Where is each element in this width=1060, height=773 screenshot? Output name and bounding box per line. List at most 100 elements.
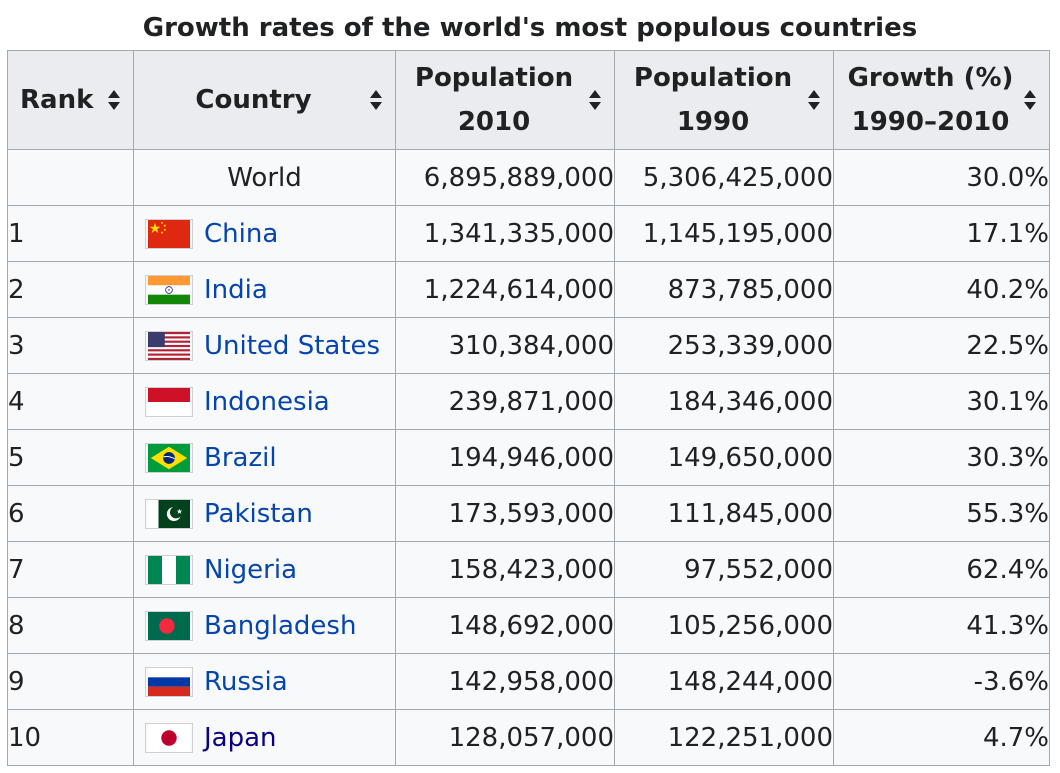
china-flag-icon xyxy=(146,219,192,248)
pop1990-cell: 5,306,425,000 xyxy=(614,149,834,206)
growth-cell: -3.6% xyxy=(833,653,1050,710)
country-cell: Nigeria xyxy=(133,541,396,598)
table-row: 2 India 1,224,614,000 873,785,000 40.2% xyxy=(7,261,1050,318)
bangladesh-flag-icon xyxy=(146,611,192,640)
pop2010-cell: 1,224,614,000 xyxy=(395,261,615,318)
world-cell: World xyxy=(133,149,396,206)
country-cell: China xyxy=(133,205,396,262)
rank-cell: 3 xyxy=(7,317,134,374)
nigeria-flag-icon xyxy=(146,555,192,584)
pop1990-cell: 111,845,000 xyxy=(614,485,834,542)
country-link[interactable]: India xyxy=(204,274,268,305)
table-row: 1 China 1,341,335,000 1,145,195,000 17.1… xyxy=(7,205,1050,262)
pop1990-cell: 1,145,195,000 xyxy=(614,205,834,262)
sort-icon[interactable] xyxy=(370,90,382,110)
country-column-header[interactable]: Country xyxy=(133,50,396,150)
rank-cell xyxy=(7,149,134,206)
table-row: 5 Brazil 194,946,000 149,650,000 30.3% xyxy=(7,429,1050,486)
pop2010-cell: 194,946,000 xyxy=(395,429,615,486)
growth-cell: 22.5% xyxy=(833,317,1050,374)
growth-cell: 62.4% xyxy=(833,541,1050,598)
country-link[interactable]: Pakistan xyxy=(204,498,313,529)
table-row: 10 Japan 128,057,000 122,251,000 4.7% xyxy=(7,709,1050,766)
pop1990-cell: 105,256,000 xyxy=(614,597,834,654)
growth-column-header[interactable]: Growth (%) 1990–2010 xyxy=(833,50,1050,150)
country-cell: United States xyxy=(133,317,396,374)
country-link[interactable]: Indonesia xyxy=(204,386,330,417)
rank-header-label: Rank xyxy=(20,85,94,115)
growth-cell: 30.3% xyxy=(833,429,1050,486)
indonesia-flag-icon xyxy=(146,387,192,416)
table-row: 3 United States 310,384,000 253,339,000 … xyxy=(7,317,1050,374)
rank-column-header[interactable]: Rank xyxy=(7,50,134,150)
pop2010-cell: 239,871,000 xyxy=(395,373,615,430)
pop2010-cell: 128,057,000 xyxy=(395,709,615,766)
header-row: Rank Country Population 2010 Population 19… xyxy=(7,50,1050,150)
country-link[interactable]: Brazil xyxy=(204,442,277,473)
growth-cell: 41.3% xyxy=(833,597,1050,654)
population-1990-column-header[interactable]: Population 1990 xyxy=(614,50,834,150)
population-growth-table: Rank Country Population 2010 Population 19… xyxy=(7,50,1050,766)
rank-cell: 6 xyxy=(7,485,134,542)
rank-cell: 1 xyxy=(7,205,134,262)
pop1990-header-label: Population 1990 xyxy=(633,63,793,137)
pop2010-cell: 310,384,000 xyxy=(395,317,615,374)
country-cell: Indonesia xyxy=(133,373,396,430)
growth-cell: 40.2% xyxy=(833,261,1050,318)
pop1990-cell: 97,552,000 xyxy=(614,541,834,598)
growth-cell: 4.7% xyxy=(833,709,1050,766)
country-link[interactable]: Japan xyxy=(204,722,277,753)
rank-cell: 4 xyxy=(7,373,134,430)
country-cell: Japan xyxy=(133,709,396,766)
country-link[interactable]: China xyxy=(204,218,279,249)
world-row: World 6,895,889,000 5,306,425,000 30.0% xyxy=(7,149,1050,206)
russia-flag-icon xyxy=(146,667,192,696)
rank-cell: 2 xyxy=(7,261,134,318)
country-link[interactable]: Bangladesh xyxy=(204,610,357,641)
table-row: 8 Bangladesh 148,692,000 105,256,000 41.… xyxy=(7,597,1050,654)
brazil-flag-icon xyxy=(146,443,192,472)
table-row: 6 Pakistan 173,593,000 111,845,000 55.3% xyxy=(7,485,1050,542)
japan-flag-icon xyxy=(146,723,192,752)
pop2010-cell: 158,423,000 xyxy=(395,541,615,598)
country-header-label: Country xyxy=(195,85,312,115)
pop1990-cell: 148,244,000 xyxy=(614,653,834,710)
pop1990-cell: 122,251,000 xyxy=(614,709,834,766)
country-cell: India xyxy=(133,261,396,318)
country-link[interactable]: United States xyxy=(204,330,381,361)
country-cell: Russia xyxy=(133,653,396,710)
country-cell: Pakistan xyxy=(133,485,396,542)
india-flag-icon xyxy=(146,275,192,304)
table-row: 7 Nigeria 158,423,000 97,552,000 62.4% xyxy=(7,541,1050,598)
pakistan-flag-icon xyxy=(146,499,192,528)
rank-cell: 5 xyxy=(7,429,134,486)
growth-cell: 17.1% xyxy=(833,205,1050,262)
pop1990-cell: 873,785,000 xyxy=(614,261,834,318)
sort-icon[interactable] xyxy=(808,90,820,110)
rank-cell: 7 xyxy=(7,541,134,598)
pop2010-cell: 6,895,889,000 xyxy=(395,149,615,206)
pop1990-cell: 253,339,000 xyxy=(614,317,834,374)
rank-cell: 9 xyxy=(7,653,134,710)
country-link[interactable]: Russia xyxy=(204,666,288,697)
country-cell: Bangladesh xyxy=(133,597,396,654)
sort-icon[interactable] xyxy=(108,90,120,110)
pop2010-cell: 1,341,335,000 xyxy=(395,205,615,262)
rank-cell: 8 xyxy=(7,597,134,654)
pop1990-cell: 184,346,000 xyxy=(614,373,834,430)
sort-icon[interactable] xyxy=(1024,90,1036,110)
table-row: 4 Indonesia 239,871,000 184,346,000 30.1… xyxy=(7,373,1050,430)
sort-icon[interactable] xyxy=(589,90,601,110)
pop1990-cell: 149,650,000 xyxy=(614,429,834,486)
country-link[interactable]: Nigeria xyxy=(204,554,298,585)
pop2010-header-label: Population 2010 xyxy=(414,63,574,137)
rank-cell: 10 xyxy=(7,709,134,766)
pop2010-cell: 148,692,000 xyxy=(395,597,615,654)
usa-flag-icon xyxy=(146,331,192,360)
country-cell: Brazil xyxy=(133,429,396,486)
growth-cell: 30.0% xyxy=(833,149,1050,206)
population-2010-column-header[interactable]: Population 2010 xyxy=(395,50,615,150)
growth-cell: 55.3% xyxy=(833,485,1050,542)
table-row: 9 Russia 142,958,000 148,244,000 -3.6% xyxy=(7,653,1050,710)
pop2010-cell: 173,593,000 xyxy=(395,485,615,542)
